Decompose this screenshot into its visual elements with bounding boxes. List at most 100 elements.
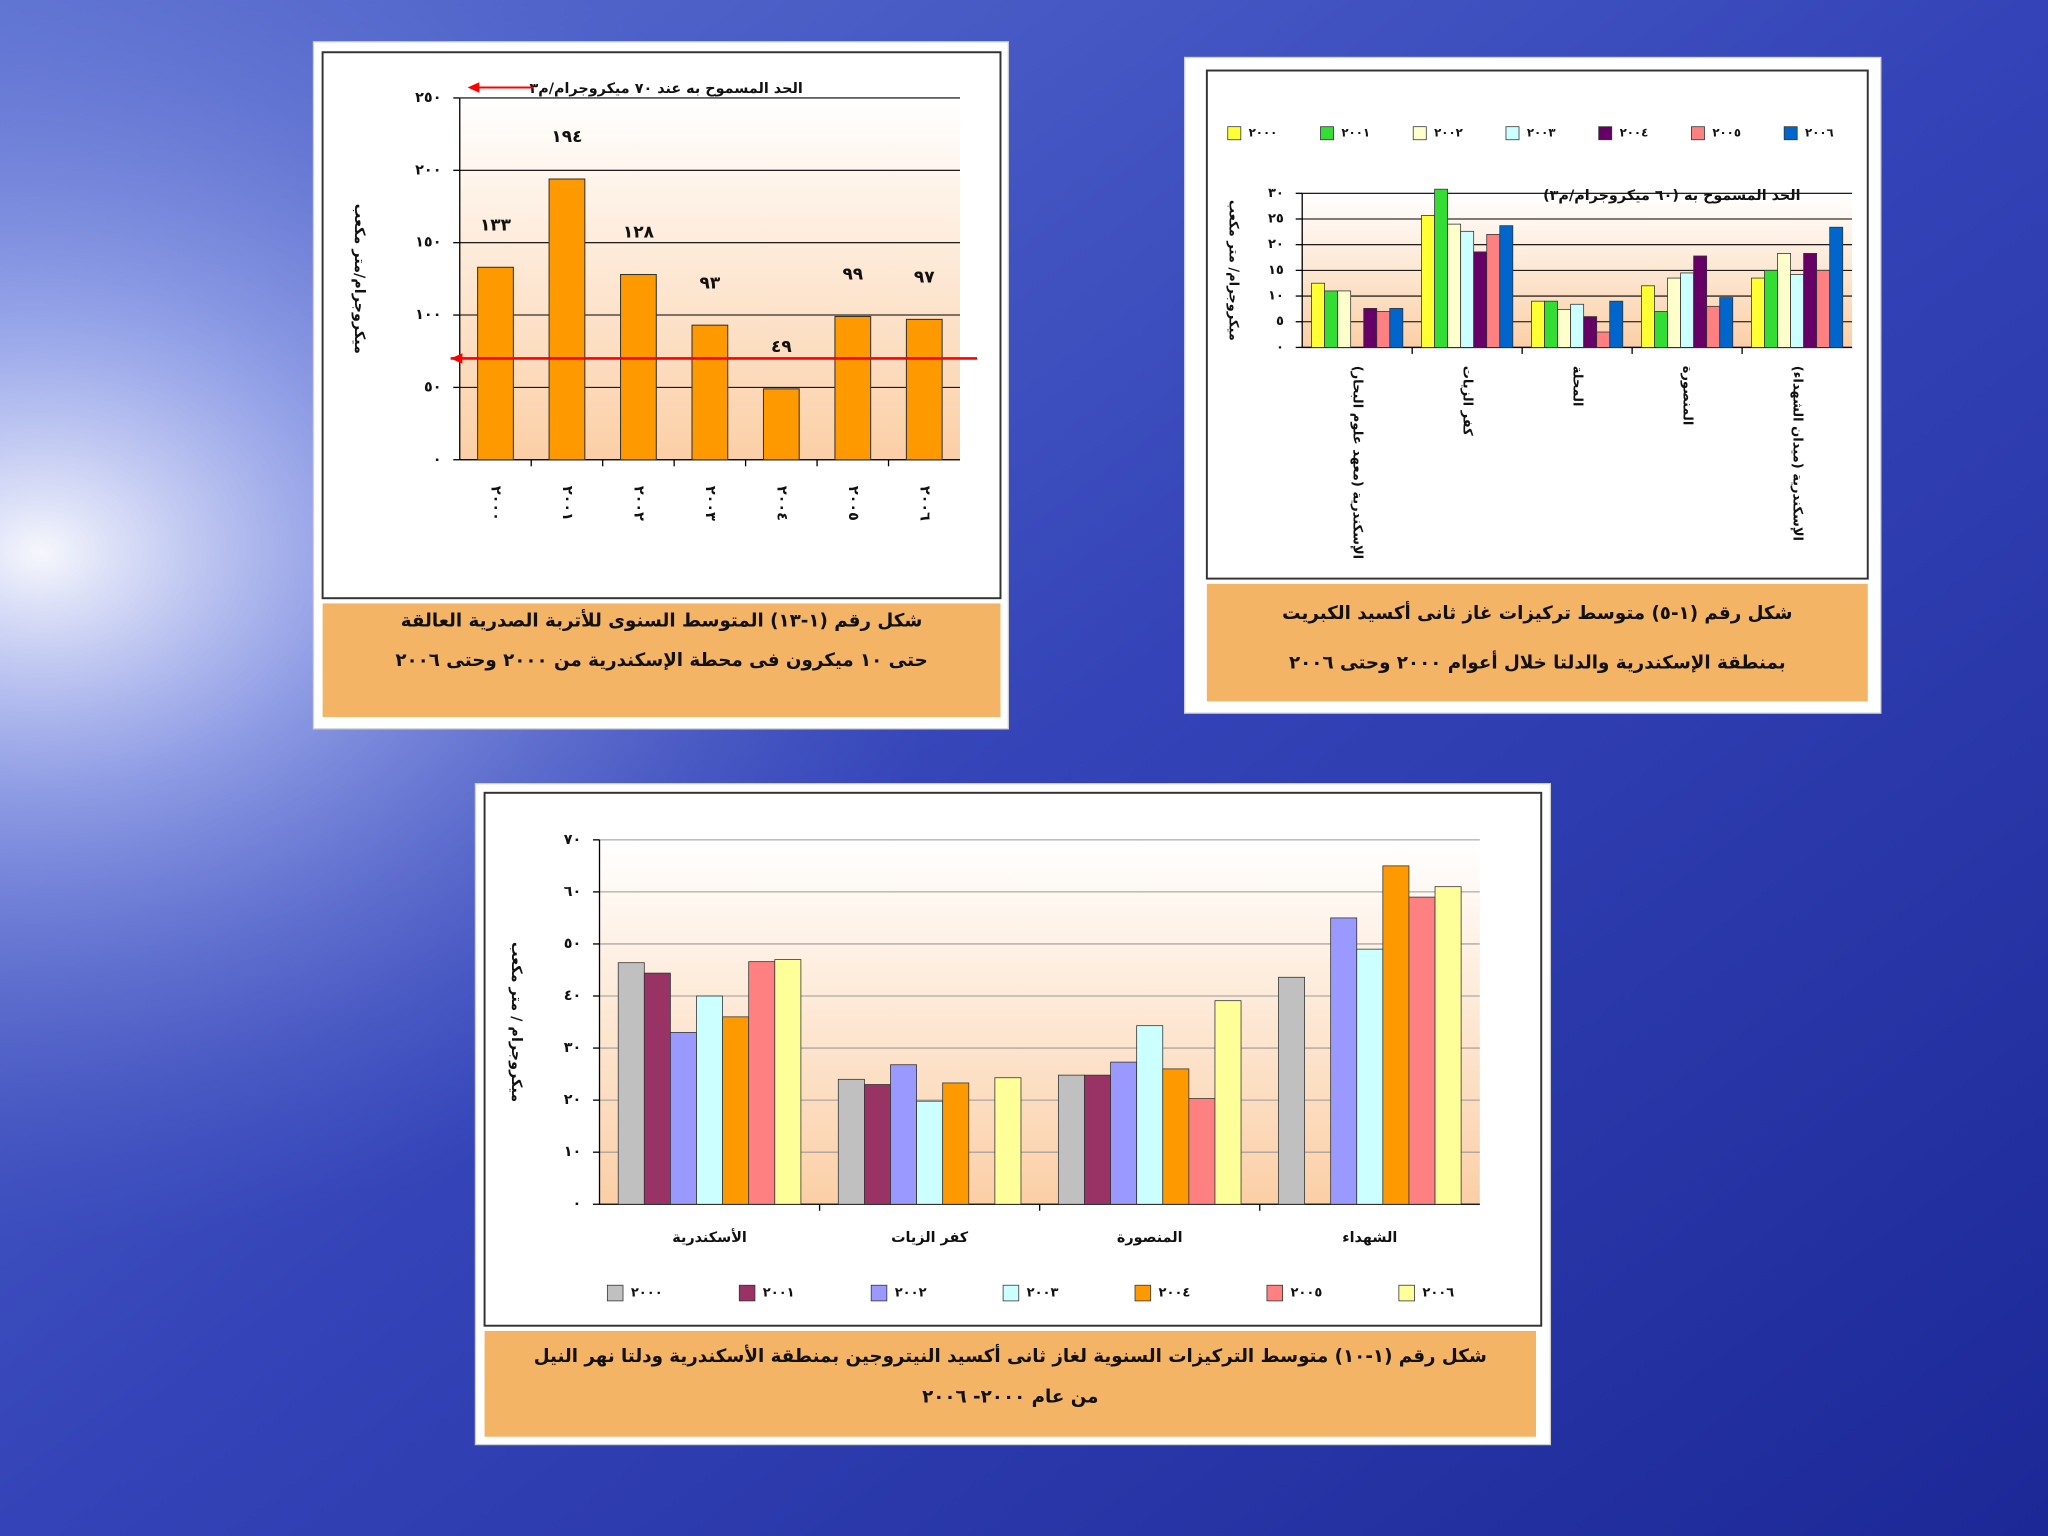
- bar: [1751, 277, 1765, 348]
- value-label: ١٢٨: [623, 223, 655, 243]
- value-label: ٩٩: [842, 265, 863, 285]
- y-tick-label: ٠: [433, 452, 442, 468]
- y-tick-label: ٥٠: [564, 936, 582, 952]
- bar: [722, 1016, 750, 1205]
- y-tick-label: ٢٠: [564, 1092, 582, 1108]
- bar: [1376, 311, 1391, 348]
- bar: [1311, 282, 1325, 348]
- value-label: ١٩٤: [551, 127, 582, 147]
- bar: [1531, 300, 1545, 348]
- y-tick-label: ٥: [1276, 314, 1284, 329]
- legend-swatch: [606, 1284, 624, 1302]
- bar: [1356, 948, 1384, 1205]
- x-tick-label: الإسكندرية (ميدان الشهداء): [1790, 366, 1805, 541]
- caption-line: شكل رقم (١-١٠) متوسط التركيزات السنوية ل…: [534, 1344, 1487, 1367]
- bar: [1434, 188, 1448, 348]
- y-tick-label: ١٠: [1268, 289, 1284, 304]
- bar: [1057, 1074, 1085, 1205]
- bar: [1324, 290, 1339, 348]
- legend-swatch: [1002, 1284, 1020, 1302]
- y-tick-label: ٣٠: [1268, 186, 1284, 201]
- bar: [1654, 311, 1668, 348]
- bar: [1421, 215, 1435, 348]
- bar: [643, 972, 671, 1205]
- legend-swatch: [870, 1284, 888, 1302]
- legend-swatch: [738, 1284, 756, 1302]
- x-tick-label: ٢٠٠٦: [916, 486, 932, 521]
- bar: [834, 315, 872, 461]
- bar: [1790, 274, 1805, 348]
- bar: [1408, 896, 1436, 1205]
- y-tick-label: ٠: [1276, 340, 1284, 355]
- caption-line: شكل رقم (١-٥) متوسط تركيزات غاز ثانى أكس…: [1282, 601, 1792, 624]
- legend-swatch: [1227, 126, 1242, 141]
- x-tick-label: كفر الزيات: [891, 1230, 969, 1246]
- y-tick-label: ١٥: [1268, 263, 1284, 278]
- bar: [1473, 251, 1488, 348]
- caption-box: [322, 603, 1001, 718]
- x-tick-label: المحلة: [1570, 366, 1585, 407]
- bar: [1214, 1000, 1242, 1205]
- y-tick-label: ١٠: [564, 1144, 582, 1160]
- bar: [994, 1077, 1022, 1205]
- bar: [1110, 1061, 1138, 1205]
- bar: [620, 273, 657, 461]
- bar: [774, 959, 802, 1205]
- bar: [1641, 285, 1655, 348]
- y-tick-label: ٢٠: [1268, 237, 1284, 252]
- y-tick-label: ٢٥: [1268, 211, 1284, 226]
- legend-swatch: [1134, 1284, 1152, 1302]
- bar: [864, 1084, 891, 1205]
- bar: [1680, 272, 1695, 348]
- bar: [1278, 976, 1305, 1205]
- legend-swatch: [1320, 126, 1334, 141]
- y-tick-label: ٢٥٠: [415, 90, 441, 106]
- legend-label: ٢٠٠٦: [1805, 126, 1834, 140]
- bar: [1499, 225, 1514, 348]
- annotation: الحد المسموح به (٦٠ ميكروجرام/م٣): [1543, 188, 1801, 204]
- bar: [916, 1100, 944, 1205]
- legend-swatch: [1598, 126, 1613, 141]
- y-tick-label: ٦٠: [564, 884, 582, 900]
- bar: [1330, 917, 1358, 1205]
- legend-swatch: [1412, 126, 1427, 141]
- bar: [1486, 234, 1501, 348]
- bar: [890, 1064, 917, 1205]
- y-tick-label: ٤٠: [564, 988, 582, 1004]
- legend-label: ٢٠٠٤: [1620, 126, 1649, 140]
- bar: [1706, 305, 1721, 348]
- bar: [1162, 1068, 1190, 1205]
- x-tick-label: ٢٠٠٠: [487, 486, 503, 521]
- legend-label: ٢٠٠٥: [1290, 1286, 1322, 1301]
- bar: [1719, 297, 1734, 348]
- bar: [837, 1078, 865, 1205]
- bar: [1764, 269, 1778, 348]
- bar: [1667, 277, 1681, 348]
- y-tick-label: ١٥٠: [415, 235, 441, 251]
- bar: [696, 995, 723, 1205]
- legend-label: ٢٠٠٥: [1712, 126, 1741, 140]
- bar: [1609, 300, 1624, 348]
- y-tick-label: ٣٠: [564, 1040, 582, 1056]
- caption-line: شكل رقم (١-١٣) المتوسط السنوى للأتربة ال…: [401, 609, 923, 632]
- y-tick-label: ٠: [572, 1196, 581, 1212]
- annotation-arrowhead: [467, 82, 480, 93]
- reference-arrowhead: [450, 353, 463, 364]
- x-tick-label: الشهداء: [1342, 1230, 1397, 1246]
- bar: [617, 962, 645, 1205]
- x-tick-label: المنصورة: [1680, 366, 1695, 426]
- y-tick-label: ٧٠: [564, 832, 582, 848]
- bar: [762, 388, 800, 461]
- legend-swatch: [1691, 126, 1705, 141]
- bar: [1188, 1098, 1216, 1205]
- bar: [1829, 226, 1844, 348]
- bar: [1389, 307, 1404, 348]
- bar: [1596, 331, 1611, 348]
- bar: [942, 1082, 970, 1205]
- value-label: ١٣٣: [480, 215, 512, 235]
- bar: [477, 266, 514, 461]
- bar: [1557, 309, 1572, 348]
- bar: [1544, 300, 1558, 348]
- x-tick-label: المنصورة: [1117, 1230, 1183, 1246]
